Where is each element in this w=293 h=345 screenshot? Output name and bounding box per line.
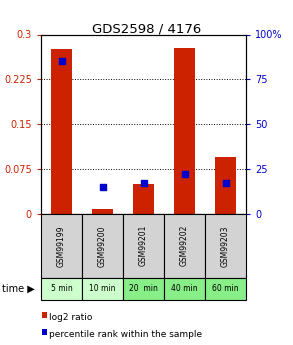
Bar bbox=[92, 209, 113, 214]
Bar bbox=[215, 157, 236, 214]
Text: percentile rank within the sample: percentile rank within the sample bbox=[50, 330, 202, 339]
Text: 40 min: 40 min bbox=[171, 284, 198, 294]
Text: GSM99199: GSM99199 bbox=[57, 225, 66, 267]
Text: 60 min: 60 min bbox=[212, 284, 239, 294]
Bar bbox=[174, 48, 195, 214]
Text: GDS2598 / 4176: GDS2598 / 4176 bbox=[92, 22, 201, 36]
Text: GSM99201: GSM99201 bbox=[139, 225, 148, 266]
Text: 10 min: 10 min bbox=[89, 284, 116, 294]
Text: time ▶: time ▶ bbox=[2, 284, 35, 294]
Bar bbox=[133, 184, 154, 214]
Point bbox=[223, 180, 228, 186]
Bar bbox=[51, 49, 72, 214]
Point bbox=[182, 171, 187, 176]
Text: 20  min: 20 min bbox=[129, 284, 158, 294]
Point bbox=[100, 185, 105, 190]
Text: 5 min: 5 min bbox=[51, 284, 72, 294]
Point bbox=[141, 180, 146, 185]
Point bbox=[59, 58, 64, 63]
Text: GSM99202: GSM99202 bbox=[180, 225, 189, 266]
Text: log2 ratio: log2 ratio bbox=[50, 313, 93, 322]
Text: GSM99200: GSM99200 bbox=[98, 225, 107, 267]
Text: GSM99203: GSM99203 bbox=[221, 225, 230, 267]
